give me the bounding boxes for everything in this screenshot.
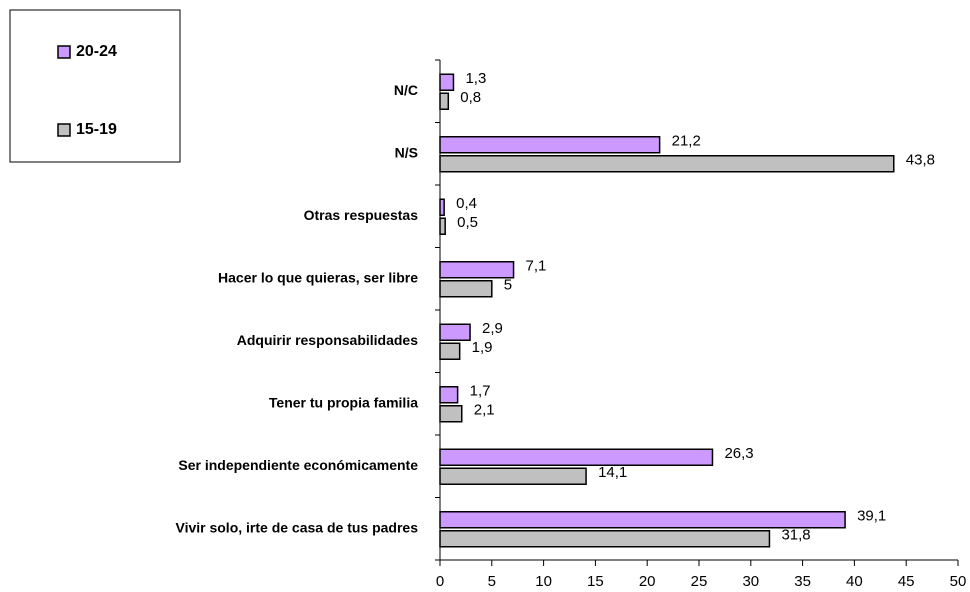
bar [439,198,445,216]
category-label: N/S [395,144,418,160]
x-tick-label: 40 [846,573,863,590]
bar [439,92,450,110]
category-label: Otras respuestas [304,207,419,223]
x-tick-label: 20 [639,573,656,590]
value-label: 7,1 [526,258,547,275]
value-label: 2,9 [482,320,503,337]
bar [439,342,461,360]
value-label: 1,9 [472,339,493,356]
bar [439,280,493,298]
bar [439,73,455,91]
bar [439,261,515,279]
value-label: 39,1 [857,508,886,525]
x-tick-label: 50 [950,573,967,590]
value-label: 0,5 [457,214,478,231]
value-label: 1,7 [470,383,491,400]
value-label: 1,3 [465,70,486,87]
bar [439,217,446,235]
category-label: Tener tu propia familia [269,394,418,410]
legend-label: 20-24 [76,43,117,60]
category-label: N/C [394,82,418,98]
x-tick-label: 0 [436,573,444,590]
x-tick-label: 5 [488,573,496,590]
x-tick-label: 45 [898,573,915,590]
bar [439,405,463,423]
value-label: 26,3 [724,445,753,462]
category-label: Vivir solo, irte de casa de tus padres [175,519,418,535]
x-tick-label: 15 [587,573,604,590]
value-label: 14,1 [598,464,627,481]
x-tick-label: 10 [535,573,552,590]
bar [439,323,471,341]
bar [439,511,846,529]
value-label: 21,2 [672,133,701,150]
category-label: Adquirir responsabilidades [237,332,418,348]
value-label: 0,4 [456,195,477,212]
value-label: 2,1 [474,402,495,419]
bar [439,136,661,154]
x-tick-label: 35 [794,573,811,590]
bar [439,448,714,466]
legend-label: 15-19 [76,121,117,138]
bar [439,155,895,173]
bar [439,530,771,548]
bar [439,467,587,485]
legend-swatch [57,45,71,59]
category-label: Hacer lo que quieras, ser libre [218,269,418,285]
legend-box [9,9,181,163]
value-label: 31,8 [781,527,810,544]
value-label: 0,8 [460,89,481,106]
category-label: Ser independiente económicamente [178,457,418,473]
bar [439,386,459,404]
x-tick-label: 25 [691,573,708,590]
legend-swatch [57,123,71,137]
value-label: 43,8 [906,152,935,169]
x-tick-label: 30 [742,573,759,590]
value-label: 5 [504,277,512,294]
